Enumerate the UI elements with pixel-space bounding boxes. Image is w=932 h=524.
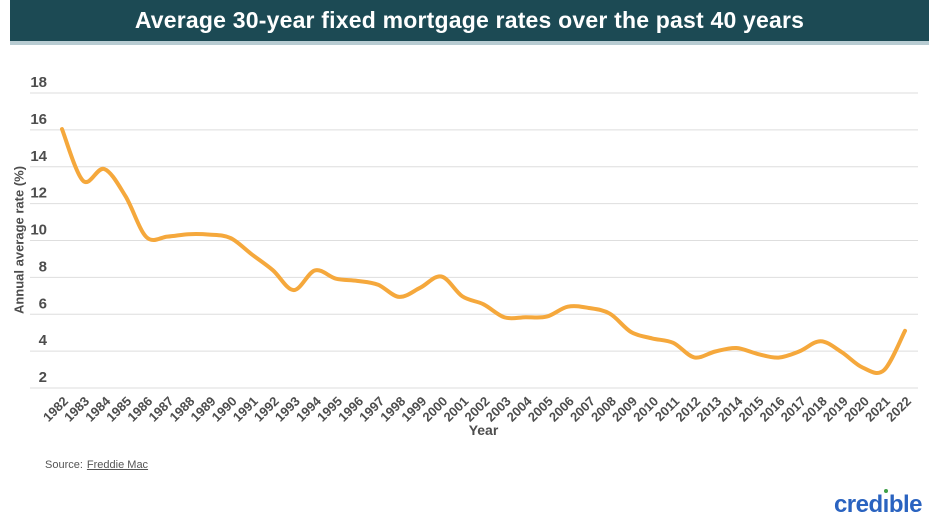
chart-title-bar: Average 30-year fixed mortgage rates ove… xyxy=(10,0,929,45)
rate-line xyxy=(60,127,907,375)
y-axis-label: Annual average rate (%) xyxy=(11,165,27,315)
y-tick-label: 12 xyxy=(30,185,47,202)
credible-logo: credı ble xyxy=(833,489,923,518)
y-tick-label: 10 xyxy=(30,222,47,239)
y-tick-label: 4 xyxy=(39,332,48,349)
logo-green-dot-icon xyxy=(883,489,888,493)
logo-dotless-i: ı xyxy=(882,491,890,518)
chart-title: Average 30-year fixed mortgage rates ove… xyxy=(134,7,805,33)
logo-letter-i: ı xyxy=(882,489,890,518)
source-line: Source: Freddie Mac xyxy=(45,459,148,471)
x-tick-label: 2022 xyxy=(883,394,914,425)
logo-text-part2: ble xyxy=(888,491,923,518)
y-tick-label: 18 xyxy=(30,74,47,91)
logo-text-part1: cred xyxy=(833,491,883,518)
y-tick-label: 6 xyxy=(39,295,47,312)
y-tick-label: 8 xyxy=(39,258,47,275)
x-axis-label: Year xyxy=(468,422,499,438)
source-prefix: Source: xyxy=(45,459,83,471)
source-link[interactable]: Freddie Mac xyxy=(86,459,149,471)
y-tick-label: 16 xyxy=(30,111,47,128)
y-tick-label: 2 xyxy=(39,369,47,386)
y-tick-label: 14 xyxy=(30,148,47,165)
